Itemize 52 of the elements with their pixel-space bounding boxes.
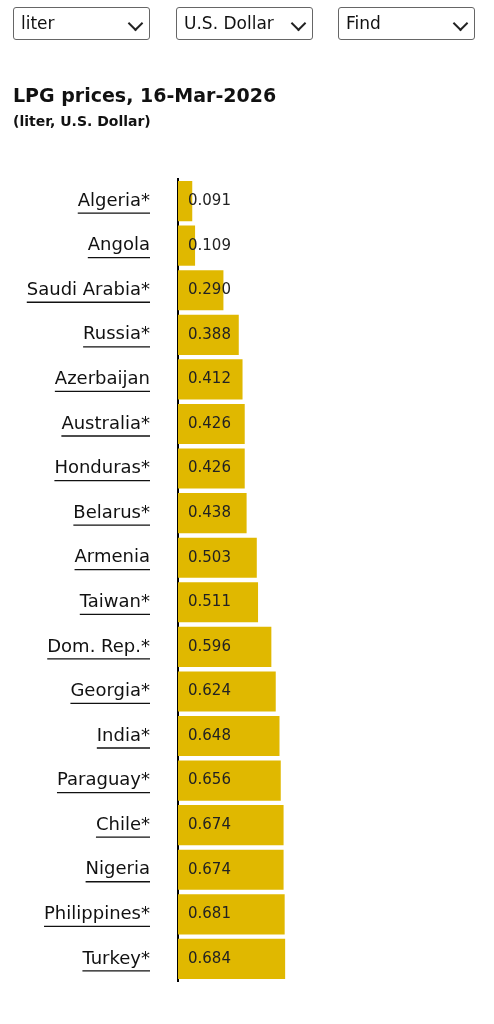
y-tick-label: Philippines* xyxy=(44,902,150,924)
data-label: 0.426 xyxy=(188,458,231,477)
y-tick-label: Belarus* xyxy=(73,500,150,522)
y-tick-label: Taiwan* xyxy=(78,589,150,611)
y-tick-label: Algeria* xyxy=(77,188,150,210)
bar xyxy=(178,894,285,935)
data-label: 0.674 xyxy=(188,815,231,834)
bar xyxy=(178,715,280,757)
bar xyxy=(178,448,245,489)
data-label: 0.412 xyxy=(188,369,231,388)
bar xyxy=(178,760,281,801)
y-tick-label: Angola xyxy=(87,233,150,255)
bar xyxy=(178,805,284,846)
y-tick-label: Turkey* xyxy=(81,946,150,968)
data-label: 0.648 xyxy=(188,725,231,744)
y-tick-label: India* xyxy=(96,723,150,745)
y-tick-label: Australia* xyxy=(61,411,150,433)
y-tick-label: Paraguay* xyxy=(56,768,150,790)
dropdown-field: liter xyxy=(13,7,150,40)
y-tick-label: Russia* xyxy=(83,322,150,344)
data-label: 0.674 xyxy=(188,859,231,878)
data-label: 0.656 xyxy=(188,770,231,789)
bar xyxy=(178,359,243,400)
bar xyxy=(178,537,257,578)
y-tick-label: Georgia* xyxy=(70,679,150,701)
y-tick-label: Armenia xyxy=(74,545,150,567)
data-label: 0.681 xyxy=(188,904,231,923)
data-label: 0.426 xyxy=(188,413,231,432)
bar xyxy=(178,849,284,890)
bar xyxy=(178,582,259,623)
y-tick-label: Nigeria xyxy=(85,857,150,879)
chart-subtitle: (liter, U.S. Dollar) xyxy=(13,113,151,129)
data-label: 0.511 xyxy=(188,592,231,611)
y-tick-label: Honduras* xyxy=(54,456,150,478)
chart-title: LPG prices, 16-Mar-2026 xyxy=(13,84,277,106)
y-tick-label: Chile* xyxy=(95,812,150,834)
data-label: 0.684 xyxy=(188,948,231,967)
bar xyxy=(178,403,245,445)
bar xyxy=(178,671,276,712)
dropdown-field: U.S. Dollar xyxy=(176,7,313,40)
y-tick-label: Dom. Rep.* xyxy=(47,634,150,656)
bar xyxy=(178,938,286,979)
data-label: 0.503 xyxy=(188,547,231,566)
y-tick-label: Saudi Arabia* xyxy=(26,277,150,299)
data-label: 0.596 xyxy=(188,636,231,655)
y-tick-label: Azerbaijan xyxy=(54,367,150,389)
dropdown-field: Find xyxy=(338,7,475,40)
bar xyxy=(178,493,247,534)
data-label: 0.624 xyxy=(188,681,231,700)
bar xyxy=(178,626,272,667)
data-label: 0.438 xyxy=(188,503,231,522)
data-label: 0.388 xyxy=(188,324,231,343)
